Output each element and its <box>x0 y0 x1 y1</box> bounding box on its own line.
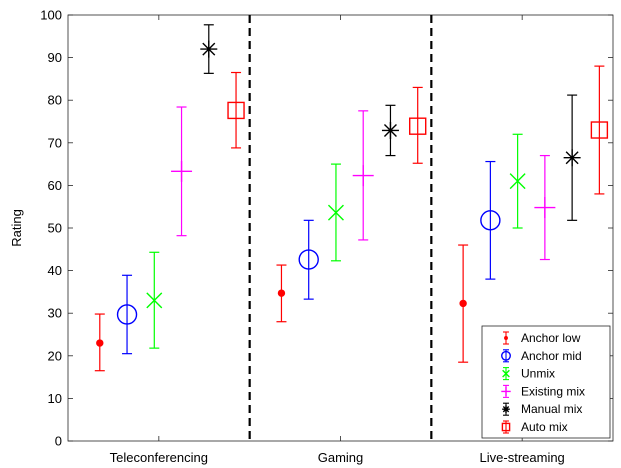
x-tick-label: Teleconferencing <box>110 450 208 465</box>
legend-label: Manual mix <box>521 402 582 416</box>
y-axis-label: Rating <box>9 209 24 247</box>
y-tick-label: 60 <box>48 178 62 193</box>
x-tick-label: Live-streaming <box>480 450 565 465</box>
y-tick-label: 30 <box>48 306 62 321</box>
marker-star <box>381 121 399 139</box>
data-point <box>146 251 163 349</box>
marker-plus <box>534 197 556 219</box>
legend-label: Existing mix <box>521 384 585 398</box>
marker-plus <box>171 160 193 182</box>
data-point <box>298 219 319 300</box>
legend-label: Auto mix <box>521 420 568 434</box>
marker-star <box>502 405 510 414</box>
marker-dot <box>277 289 286 297</box>
y-tick-label: 40 <box>48 263 62 278</box>
data-point <box>94 313 105 372</box>
series <box>146 133 526 349</box>
legend: Anchor low Anchor mid Unmix Existing mix Man… <box>481 325 611 439</box>
y-tick-label: 70 <box>48 135 62 150</box>
data-point <box>116 274 138 355</box>
marker-x <box>509 173 526 190</box>
legend-label: Anchor mid <box>521 349 582 363</box>
series <box>227 65 609 195</box>
marker-square <box>409 117 427 135</box>
data-point <box>381 104 399 157</box>
marker-plus <box>352 165 374 187</box>
series <box>171 106 556 261</box>
marker-square <box>590 121 609 139</box>
legend-label: Anchor low <box>521 331 581 345</box>
marker-x <box>146 292 163 309</box>
legend-item: Auto mix <box>501 420 568 434</box>
y-tick-label: 90 <box>48 50 62 65</box>
legend-item: Existing mix <box>501 384 585 398</box>
y-tick-label: 10 <box>48 391 62 406</box>
data-point <box>276 264 287 323</box>
marker-circle <box>501 350 511 361</box>
x-axis: Teleconferencing Gaming Live-streaming <box>110 15 565 465</box>
series <box>94 244 469 372</box>
series <box>200 24 581 221</box>
data-point <box>563 94 581 221</box>
marker-square <box>227 101 245 120</box>
legend-label: Unmix <box>521 367 555 381</box>
data-point <box>590 65 609 195</box>
marker-square <box>501 422 511 432</box>
series <box>116 160 501 355</box>
data-point <box>200 24 218 74</box>
data-point <box>171 106 193 237</box>
series-layer <box>94 24 609 372</box>
marker-star <box>200 40 218 58</box>
legend-item: Anchor mid <box>501 349 582 363</box>
marker-dot <box>96 339 104 347</box>
legend-item: Manual mix <box>502 402 582 416</box>
group-separators <box>248 15 433 441</box>
y-tick-label: 80 <box>48 93 62 108</box>
marker-plus <box>501 386 511 397</box>
data-point <box>409 86 427 164</box>
marker-star <box>563 149 581 167</box>
marker-circle <box>116 304 138 325</box>
marker-x <box>327 204 344 221</box>
marker-x <box>502 369 510 378</box>
data-point <box>352 110 374 241</box>
marker-circle <box>298 249 319 270</box>
y-axis: 0 10 20 30 40 50 60 70 80 90 100 <box>40 8 613 449</box>
x-tick-label: Gaming <box>318 450 364 465</box>
legend-item: Unmix <box>502 367 555 381</box>
data-point <box>227 71 245 149</box>
y-tick-label: 100 <box>40 8 62 23</box>
data-point <box>480 160 501 280</box>
y-tick-label: 50 <box>48 221 62 236</box>
marker-circle <box>480 210 501 231</box>
data-point <box>509 133 526 229</box>
data-point <box>534 154 556 261</box>
data-point <box>327 163 344 262</box>
marker-dot <box>504 336 508 340</box>
y-tick-label: 0 <box>55 434 62 449</box>
marker-dot <box>459 299 467 308</box>
y-tick-label: 20 <box>48 348 62 363</box>
legend-box <box>481 325 611 439</box>
data-point <box>458 244 469 363</box>
legend-item: Anchor low <box>503 331 581 345</box>
